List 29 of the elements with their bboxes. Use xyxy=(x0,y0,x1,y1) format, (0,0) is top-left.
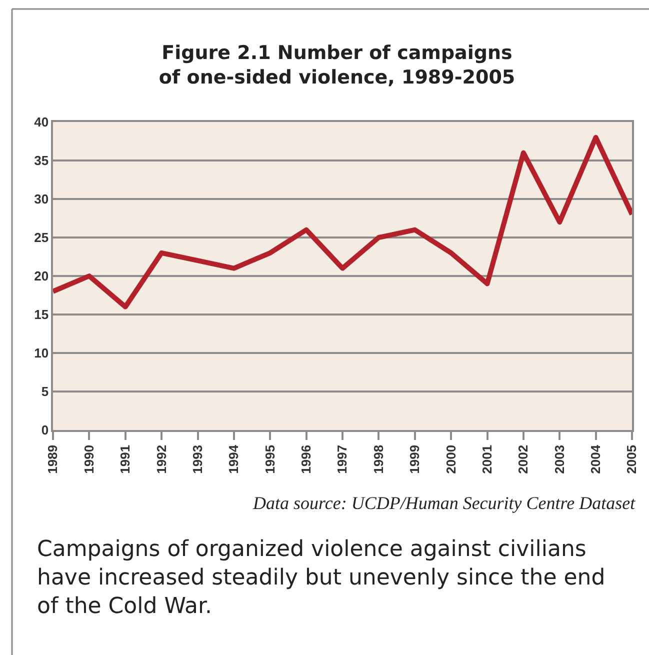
x-tick-label: 2004 xyxy=(588,444,604,474)
x-tick-label: 1995 xyxy=(262,444,278,474)
x-tick-label: 1998 xyxy=(370,444,386,474)
y-tick-label: 10 xyxy=(34,346,49,361)
x-tick-label: 1994 xyxy=(226,444,242,474)
chart-title: Figure 2.1 Number of campaigns of one-sided violence, 1989-2005 xyxy=(158,42,516,89)
x-tick-label: 2003 xyxy=(552,444,567,474)
x-tick-label: 1991 xyxy=(118,444,133,474)
x-tick-label: 1989 xyxy=(45,444,60,474)
y-tick-label: 30 xyxy=(34,192,49,207)
x-tick-label: 1990 xyxy=(81,444,96,474)
x-tick-label: 2001 xyxy=(479,444,494,474)
x-tick-label: 1997 xyxy=(334,444,350,474)
y-tick-label: 40 xyxy=(34,114,49,130)
y-tick-label: 15 xyxy=(34,307,49,322)
x-tick-label: 1996 xyxy=(298,444,314,474)
text: Campaigns of organized violence against civilians have increased steadily but unevenly since the end of the Cold War. xyxy=(37,537,606,620)
x-tick-label: 2005 xyxy=(624,444,640,474)
source-note: Data source: UCDP/Human Security Centre Dataset xyxy=(252,493,636,513)
x-tick-label: 2002 xyxy=(516,444,531,474)
y-tick-label: 25 xyxy=(34,230,49,246)
x-tick-label: 1999 xyxy=(407,444,422,474)
y-tick-label: 20 xyxy=(34,268,49,284)
x-tick-label: 2000 xyxy=(443,444,458,474)
x-tick-label: 1992 xyxy=(154,444,169,474)
y-tick-label: 35 xyxy=(34,153,49,168)
y-tick-label: 0 xyxy=(41,422,49,438)
x-tick-label: 1993 xyxy=(190,444,205,474)
y-tick-label: 5 xyxy=(41,384,49,400)
